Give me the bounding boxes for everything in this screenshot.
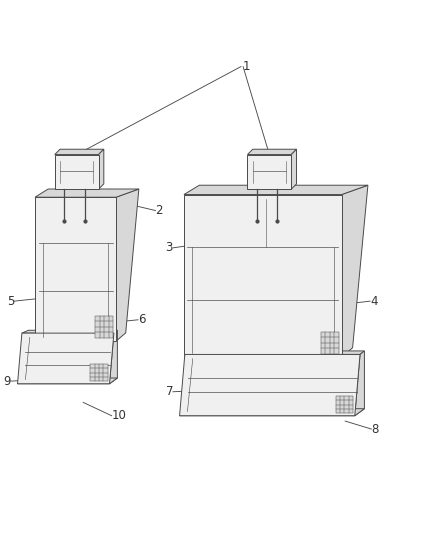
Polygon shape (247, 155, 291, 189)
Text: 10: 10 (112, 409, 127, 422)
Polygon shape (184, 195, 342, 357)
Polygon shape (180, 409, 364, 416)
Polygon shape (35, 197, 116, 341)
Polygon shape (184, 185, 368, 195)
Text: 8: 8 (371, 423, 379, 435)
Polygon shape (18, 333, 114, 384)
Polygon shape (116, 189, 139, 341)
Bar (90, 364, 108, 381)
Bar (336, 396, 353, 413)
Bar (95, 316, 113, 338)
Polygon shape (99, 149, 104, 189)
Text: 1: 1 (243, 60, 251, 73)
Polygon shape (18, 378, 117, 384)
Polygon shape (55, 149, 104, 155)
Polygon shape (291, 149, 297, 189)
Polygon shape (180, 354, 360, 416)
Text: 6: 6 (138, 313, 145, 326)
Text: 3: 3 (166, 241, 173, 254)
Text: 2: 2 (252, 219, 259, 231)
Polygon shape (355, 351, 364, 416)
Bar (321, 332, 339, 354)
Polygon shape (22, 330, 117, 333)
Text: 7: 7 (166, 385, 173, 398)
Polygon shape (110, 330, 117, 384)
Text: 4: 4 (370, 295, 378, 308)
Polygon shape (185, 351, 364, 354)
Text: 2: 2 (155, 204, 163, 217)
Text: 5: 5 (7, 295, 14, 308)
Text: 9: 9 (4, 375, 11, 387)
Polygon shape (247, 149, 297, 155)
Polygon shape (55, 155, 99, 189)
Polygon shape (35, 189, 139, 197)
Polygon shape (342, 185, 368, 357)
